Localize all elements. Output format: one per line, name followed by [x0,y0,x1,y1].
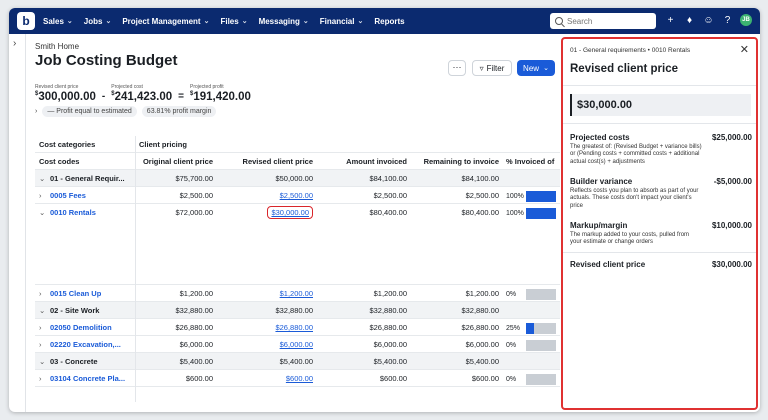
table-row[interactable]: ⌄ 02 - Site Work $32,880.00 $32,880.00 $3… [35,302,560,319]
sidebar-collapsed: › [9,34,26,412]
app-window: b Sales ⌄ Jobs ⌄ Project Management ⌄ Files… [9,8,760,412]
invoiced-progress-bar [526,288,556,300]
chevron-down-icon: ⌄ [203,18,210,25]
revised-price-link[interactable]: $1,200.00 [279,289,313,298]
search-icon [555,17,563,25]
table-row[interactable]: ⌄ 01 - General Requir... $75,700.00 $50,0… [35,170,560,187]
filter-icon: ▿ [479,63,484,73]
search-box[interactable] [550,13,656,29]
nav-jobs[interactable]: Jobs ⌄ [83,16,112,26]
panel-amount: $30,000.00 [570,94,751,116]
column-header-revised-client-price[interactable]: Revised client price [242,157,313,166]
panel-breadcrumb: 01 - General requirements • 0010 Rentals [570,47,691,54]
app-logo-icon[interactable]: b [17,12,35,30]
table-row-expanded[interactable]: ⌄ 0010 Rentals $72,000.00 $30,000.00 $80,… [35,204,560,285]
builder-variance-item: Builder variance -$5,000.00 Reflects cost… [570,177,752,209]
expand-sidebar-chevron-icon[interactable]: › [13,38,17,49]
table-row[interactable]: › 0005 Fees $2,500.00 $2,500.00 $2,500.00… [35,187,560,204]
users-icon[interactable]: ☺ [703,14,714,26]
equals-operator: = [178,91,184,102]
column-header-cost-codes[interactable]: Cost codes [39,157,80,166]
chevron-right-icon[interactable]: › [39,191,42,200]
revised-price-link[interactable]: $6,000.00 [279,340,313,349]
column-header-amount-invoiced[interactable]: Amount invoiced [346,157,407,166]
panel-title: Revised client price [570,63,679,75]
revised-price-detail-panel: 01 - General requirements • 0010 Rentals… [561,37,758,410]
divider [563,252,756,253]
nav-sales[interactable]: Sales ⌄ [43,16,73,26]
column-group-cost-categories: Cost categories [39,140,96,149]
close-icon[interactable]: ✕ [739,44,749,56]
revised-price-link[interactable]: $26,880.00 [275,323,313,332]
column-header-original-client-price[interactable]: Original client price [142,157,213,166]
chevron-right-icon[interactable]: › [39,289,42,298]
invoiced-progress-bar [526,322,556,334]
table-row[interactable]: ⌄ 03 - Concrete $5,400.00 $5,400.00 $5,40… [35,353,560,370]
help-icon[interactable]: ? [724,14,731,26]
column-divider [135,136,136,402]
nav-project-management[interactable]: Project Management ⌄ [122,16,210,26]
divider [563,123,756,124]
table-header-row: Cost codes Original client price Revised… [35,153,560,170]
chevron-right-icon[interactable]: › [39,340,42,349]
revised-price-link[interactable]: $2,500.00 [279,191,313,200]
revised-price-link-selected[interactable]: $30,000.00 [267,206,313,219]
table-row[interactable]: › 03104 Concrete Pla... $600.00 $600.00 $… [35,370,560,387]
profit-status-row: › — Profit equal to estimated 63.81% pro… [35,106,221,117]
chevron-right-icon[interactable]: › [39,374,42,383]
invoiced-progress-bar [526,373,556,385]
chevron-down-icon: ⌄ [543,65,549,72]
chevron-down-icon: ⌄ [357,18,364,25]
chevron-down-icon[interactable]: ⌄ [39,357,46,366]
summary-projected-cost: Projected cost $241,423.00 [111,84,173,103]
summary-revised-client-price: Revised client price $300,000.00 [35,84,96,103]
table-row[interactable]: › 02220 Excavation,... $6,000.00 $6,000.0… [35,336,560,353]
new-button[interactable]: New ⌄ [517,60,555,76]
table-group-header-row: Cost categories Client pricing [35,136,560,153]
breadcrumb[interactable]: Smith Home [35,42,80,51]
revised-price-link[interactable]: $600.00 [285,374,313,383]
top-nav: b Sales ⌄ Jobs ⌄ Project Management ⌄ Files… [9,8,760,34]
minus-operator: - [101,91,106,102]
chevron-down-icon: ⌄ [241,18,248,25]
profit-margin-badge: 63.81% profit margin [141,106,217,117]
chevron-down-icon: ⌄ [302,18,309,25]
projected-costs-item: Projected costs $25,000.00 The greatest o… [570,133,752,165]
chevron-down-icon[interactable]: ⌄ [39,208,46,217]
summary-projected-profit: Projected profit $191,420.00 [190,84,251,103]
search-input[interactable] [567,16,653,26]
nav-files[interactable]: Files ⌄ [220,16,248,26]
add-icon[interactable]: + [667,14,674,26]
nav-messaging[interactable]: Messaging ⌄ [258,16,309,26]
filter-button[interactable]: ▿ Filter [472,60,512,76]
table-row[interactable]: › 0015 Clean Up $1,200.00 $1,200.00 $1,20… [35,285,560,302]
column-header-remaining-to-invoice[interactable]: Remaining to invoice [423,157,499,166]
chevron-down-icon: ⌄ [105,18,112,25]
notifications-bell-icon[interactable]: ♦ [686,14,693,26]
column-header-percent-invoiced[interactable]: % Invoiced of [506,157,555,166]
chevron-down-icon: ⌄ [66,18,73,25]
divider [563,85,756,86]
table-row[interactable]: › 02050 Demolition $26,880.00 $26,880.00 … [35,319,560,336]
profit-status-badge: — Profit equal to estimated [42,106,137,117]
invoiced-progress-bar [526,190,556,202]
invoiced-progress-bar [526,339,556,351]
revised-client-price-total: Revised client price $30,000.00 [570,260,752,269]
avatar[interactable]: JB [740,14,752,26]
markup-margin-item: Markup/margin $10,000.00 The markup added… [570,221,752,246]
more-options-button[interactable]: ··· [448,60,466,76]
main-content: Smith Home Job Costing Budget ··· ▿ Filte… [26,34,560,412]
column-group-client-pricing: Client pricing [139,140,187,149]
chevron-down-icon[interactable]: ⌄ [39,174,46,183]
budget-summary: Revised client price $300,000.00 - Proje… [35,84,251,103]
nav-financial[interactable]: Financial ⌄ [319,16,364,26]
invoiced-progress-bar [526,207,556,219]
page-title: Job Costing Budget [35,52,178,69]
chevron-down-icon[interactable]: ⌄ [39,306,46,315]
chevron-right-icon[interactable]: › [39,323,42,332]
expand-chevron-icon[interactable]: › [35,108,38,115]
nav-reports[interactable]: Reports [374,16,405,26]
